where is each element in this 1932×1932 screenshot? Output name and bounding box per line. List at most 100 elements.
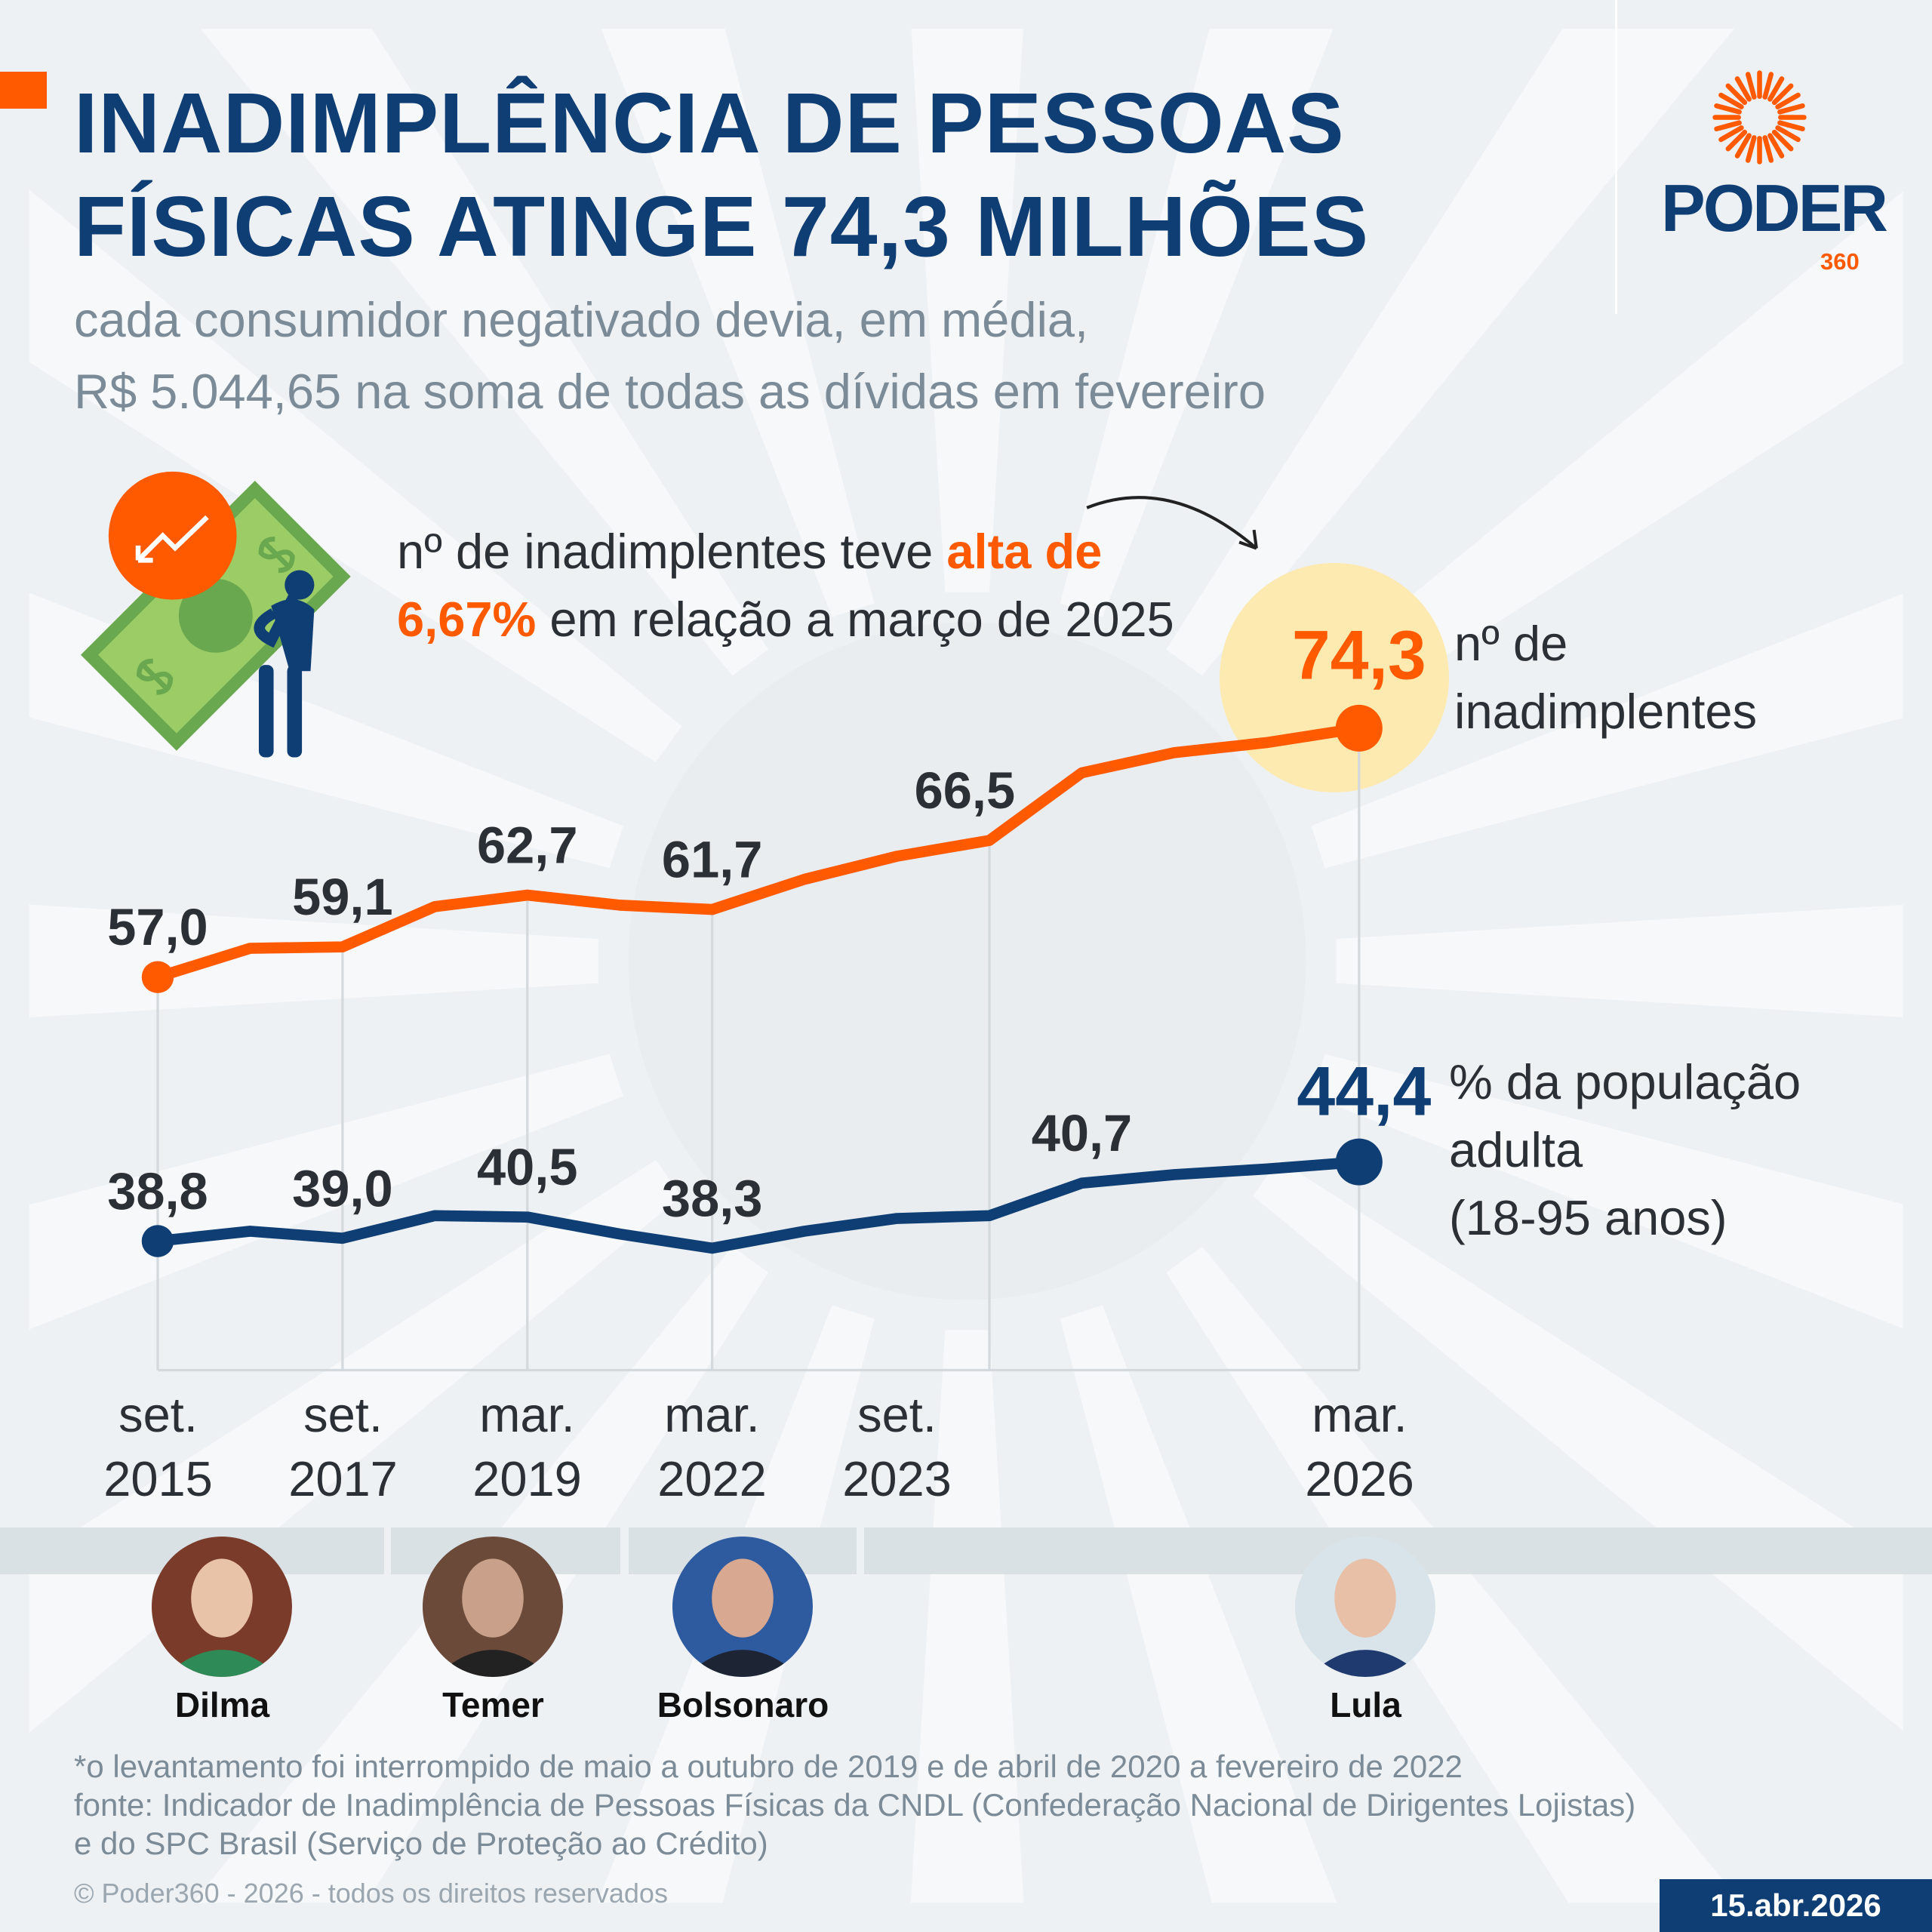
series-label-line: inadimplentes [1454,684,1758,739]
logo-text: PODER [1661,171,1888,245]
president-name: Bolsonaro [657,1685,829,1724]
series-line-inadimplentes [155,722,1360,983]
money-bill-icon [80,480,351,751]
series-label-line: nº de [1454,616,1568,671]
sun-ray [1718,125,1744,143]
sun-ray [1775,125,1801,143]
x-tick-label: mar. 2022 [626,1383,798,1511]
source-line: e do SPC Brasil (Serviço de Proteção ao … [74,1826,768,1861]
president-photo [423,1537,563,1677]
background-ray [1166,29,1734,676]
data-label: 57,0 [107,898,208,956]
data-label: 61,7 [662,831,762,889]
data-label: 40,7 [1032,1104,1132,1162]
data-label: 62,7 [477,817,577,875]
page-title: INADIMPLÊNCIA DE PESSOAS FÍSICAS ATINGE … [74,72,1369,278]
president-photo [672,1537,813,1677]
sun-ray [1775,92,1801,109]
series-line-percentual [157,1156,1360,1254]
background-ray [911,29,1023,592]
background-ray [1252,1160,1903,1731]
x-tick-line2: 2017 [288,1451,398,1506]
annotation-text: nº de inadimplentes teve alta de 6,67% e… [397,518,1186,654]
sun-ray [1767,133,1785,158]
data-label: 38,8 [107,1162,208,1220]
poder360-sun-logo-icon [1712,70,1807,165]
copyright: © Poder360 - 2026 - todos os direitos re… [74,1878,668,1909]
data-label: 39,0 [292,1159,392,1217]
background-ray [1166,1246,1743,1903]
background-ray [200,29,769,676]
x-tick-label: mar. 2019 [441,1383,614,1511]
x-tick-label: set. 2015 [72,1383,245,1511]
data-label: 74,3 [1292,617,1426,694]
subtitle-line-2: R$ 5.044,65 na soma de todas as dívidas … [74,364,1266,419]
data-label: 66,5 [915,761,1015,820]
data-label: 59,1 [292,868,392,926]
sun-ray [1714,120,1742,132]
president-name: Dilma [174,1685,270,1724]
series-start-point [141,961,174,993]
sun-ray [1767,76,1785,102]
x-tick-line1: mar. [1312,1387,1407,1442]
president-name: Lula [1330,1685,1401,1724]
logo-suffix: 360 [1820,248,1860,275]
x-tick-line1: mar. [664,1387,760,1442]
sun-ray [1762,135,1774,163]
x-tick-line2: 2015 [103,1451,213,1506]
background-ray [1060,29,1334,617]
background-ray [29,1054,623,1330]
data-label: 44,4 [1297,1054,1431,1131]
subtitle: cada consumidor negativado devia, em méd… [74,284,1266,427]
president-photo [152,1537,292,1677]
president-photo [1295,1537,1435,1677]
background-ray [29,189,682,762]
data-label: 38,3 [662,1169,762,1227]
title-line-1: INADIMPLÊNCIA DE PESSOAS [74,75,1345,171]
sun-ray [1771,83,1794,106]
series-label-inadimplentes: nº de inadimplentes [1454,610,1757,746]
accent-bar [0,72,47,109]
background-ray [1311,593,1903,869]
person-thinking-icon [254,570,315,758]
source-line: fonte: Indicador de Inadimplência de Pes… [74,1787,1636,1823]
sun-ray [1745,72,1757,100]
title-line-2: FÍSICAS ATINGE 74,3 MILHÕES [74,179,1369,274]
background-ray [29,904,598,1018]
series-end-point [1335,1138,1383,1186]
series-label-line: adulta [1449,1122,1583,1177]
x-tick-line1: set. [857,1387,937,1442]
logo: PODER 360 [1651,62,1888,281]
footnote: *o levantamento foi interrompido de maio… [74,1749,1463,1784]
x-tick-line2: 2023 [842,1451,952,1506]
series-end-point [1335,704,1383,752]
sun-ray [1745,135,1757,163]
x-tick-label: mar. 2026 [1273,1383,1446,1511]
highlight-circle [1220,563,1449,792]
background-ray [1311,1054,1903,1329]
annotation-part-2: em relação a março de 2025 [536,592,1174,647]
sun-ray [1725,83,1748,106]
footer-notes: *o levantamento foi interrompido de maio… [74,1747,1635,1863]
sun-ray [1714,103,1742,115]
background-ray [1060,1305,1337,1903]
sun-ray [1777,103,1805,115]
sun-ray [1718,92,1744,109]
x-tick-line1: set. [303,1387,383,1442]
series-label-line: % da população [1449,1054,1801,1109]
background-ray [601,29,875,617]
date-badge: 15.abr.2026 [1660,1879,1932,1932]
x-tick-line2: 2019 [472,1451,582,1506]
series-label-line: (18-95 anos) [1449,1190,1727,1245]
sun-ray [1734,76,1752,102]
president-name: Temer [442,1685,544,1724]
sun-ray [1734,133,1752,158]
x-tick-label: set. 2017 [257,1383,429,1511]
curved-arrow-icon [1086,496,1258,550]
subtitle-line-1: cada consumidor negativado devia, em méd… [74,292,1089,347]
sun-ray [1777,120,1805,132]
sun-ray [1762,72,1774,100]
background-ray [910,1330,1024,1903]
data-label: 40,5 [477,1138,577,1196]
